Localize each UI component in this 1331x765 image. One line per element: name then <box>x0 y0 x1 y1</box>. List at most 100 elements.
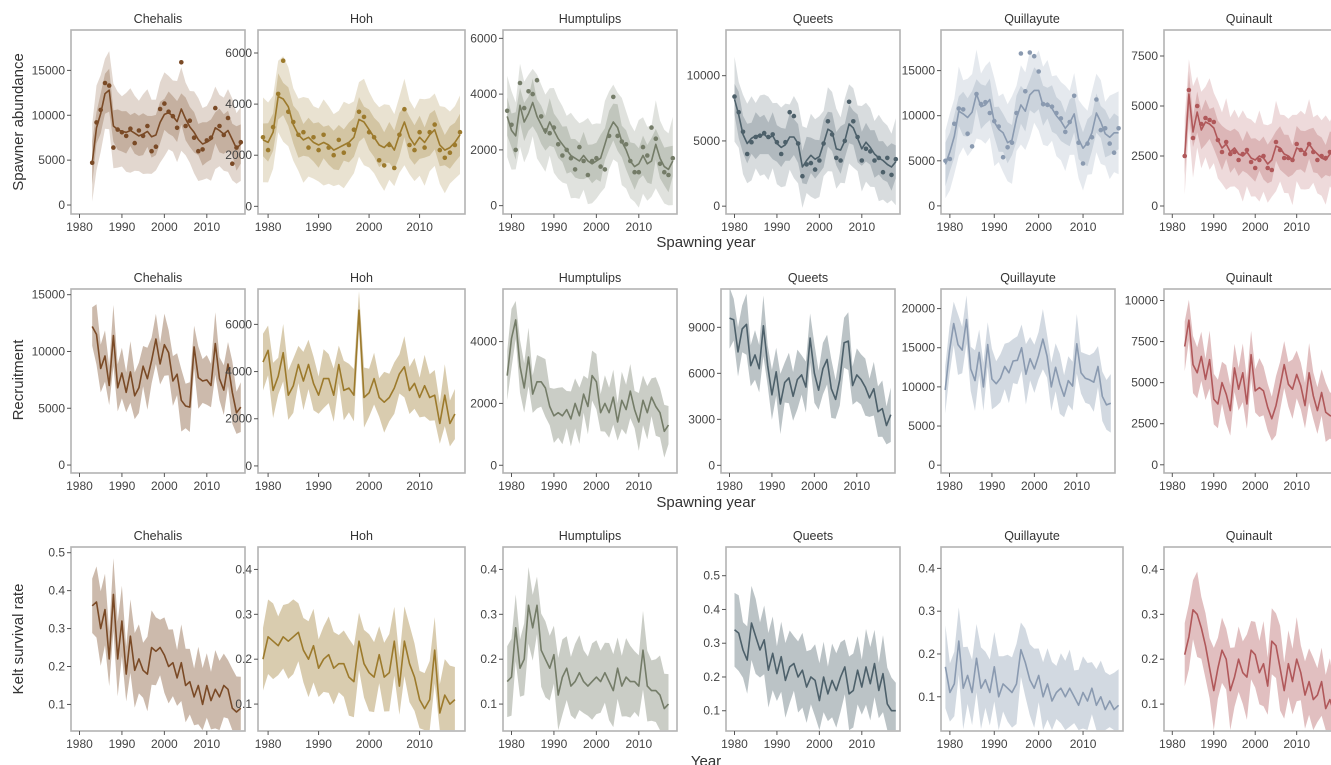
data-point <box>753 134 758 140</box>
data-point <box>1094 97 1099 102</box>
data-point <box>1098 127 1104 133</box>
data-point <box>787 109 792 115</box>
data-point <box>653 136 659 141</box>
panel-title: Chehalis <box>134 271 183 285</box>
data-point <box>551 125 557 130</box>
x-tick-label: 2010 <box>406 220 433 234</box>
panel-title: Quillayute <box>1004 529 1060 543</box>
data-point <box>208 135 214 140</box>
y-tick-label: 0.5 <box>703 569 720 583</box>
y-tick-label: 0.3 <box>703 636 720 650</box>
y-tick-label: 0 <box>58 458 65 472</box>
data-point <box>1223 139 1229 145</box>
data-point <box>1067 119 1072 125</box>
credible-band-inner <box>945 67 1119 187</box>
y-tick-label: 6000 <box>225 317 252 331</box>
data-point <box>623 142 629 147</box>
y-axis-label-abundance: Spawner abundance <box>10 53 27 191</box>
data-point <box>615 133 620 139</box>
y-tick-label: 0.3 <box>1141 607 1158 621</box>
data-point <box>1232 149 1237 155</box>
data-point <box>666 172 671 178</box>
series-line <box>729 317 892 427</box>
data-point <box>1040 101 1046 107</box>
panel-title: Humptulips <box>559 12 622 26</box>
panel-title: Quinault <box>1226 271 1273 285</box>
data-point <box>1294 141 1299 147</box>
data-point <box>619 139 625 144</box>
panel-recruit-quillayute: Quillayute 1980 1990 2000 2010 0 5000 10000 1500… <box>902 271 1116 493</box>
x-tick-label: 2000 <box>583 737 610 751</box>
data-point <box>1054 110 1059 116</box>
panel-title: Hoh <box>350 529 373 543</box>
data-point <box>230 161 235 166</box>
data-point <box>1031 53 1037 59</box>
data-point <box>356 109 362 115</box>
data-point <box>260 135 266 140</box>
x-tick-label: 2010 <box>843 479 870 493</box>
x-tick-label: 1980 <box>721 220 748 234</box>
data-point <box>842 138 848 144</box>
plot-area <box>1183 571 1331 731</box>
data-point <box>286 109 291 115</box>
data-point <box>1036 69 1041 74</box>
y-tick-label: 20000 <box>902 302 936 316</box>
data-point <box>1049 104 1055 109</box>
data-point <box>978 101 984 107</box>
y-tick-label: 0.5 <box>48 546 65 560</box>
y-tick-label: 10000 <box>32 108 66 122</box>
x-tick-label: 2010 <box>1063 479 1090 493</box>
plot-area <box>506 301 670 458</box>
data-point <box>387 142 392 148</box>
data-point <box>452 142 458 148</box>
panel-title: Quillayute <box>1000 271 1056 285</box>
data-point <box>1315 157 1320 163</box>
data-point <box>1182 153 1187 159</box>
data-point <box>749 139 754 145</box>
data-point <box>987 110 993 116</box>
data-point <box>366 129 372 135</box>
data-point <box>1261 153 1266 159</box>
data-point <box>225 115 231 121</box>
series-line <box>262 95 461 151</box>
panel-frame <box>725 29 901 215</box>
x-tick-label: 2000 <box>151 220 178 234</box>
data-point <box>102 80 108 86</box>
y-tick-label: 5000 <box>908 154 935 168</box>
data-point <box>863 146 869 152</box>
data-point <box>770 132 775 137</box>
y-tick-label: 6000 <box>470 31 497 45</box>
x-tick-label: 1980 <box>721 737 748 751</box>
x-tick-label: 2010 <box>193 737 220 751</box>
credible-band-outer <box>92 51 241 202</box>
x-tick-label: 1980 <box>937 220 964 234</box>
y-tick-label: 15000 <box>32 63 66 77</box>
data-point <box>265 147 271 153</box>
plot-area <box>944 295 1112 433</box>
data-point <box>834 155 839 161</box>
data-point <box>153 144 159 149</box>
data-point <box>291 119 296 125</box>
data-point <box>628 158 633 164</box>
y-tick-label: 0.4 <box>703 602 720 616</box>
x-tick-label: 1990 <box>541 479 568 493</box>
panel-abundance-hoh: Hoh 1980 1990 2000 2010 0 2000 4000 6000 <box>225 12 466 234</box>
x-tick-label: 1980 <box>255 479 282 493</box>
data-point <box>1014 110 1019 116</box>
credible-band <box>92 558 241 731</box>
y-tick-label: 2000 <box>225 148 252 162</box>
x-tick-label: 2010 <box>193 479 220 493</box>
panel-frame <box>502 546 678 732</box>
x-tick-label: 1990 <box>1200 479 1227 493</box>
x-tick-label: 2000 <box>151 479 178 493</box>
panel-recruit-humptulips: Humptulips 1980 1990 2000 2010 0 2000 4000 <box>470 271 678 493</box>
data-point <box>1273 139 1279 145</box>
data-point <box>346 142 352 148</box>
data-point <box>311 135 316 140</box>
data-point <box>564 147 569 153</box>
data-point <box>1102 126 1108 131</box>
panel-title: Humptulips <box>559 529 622 543</box>
y-tick-label: 2000 <box>225 412 252 426</box>
data-point <box>889 172 894 178</box>
data-point <box>838 158 843 163</box>
